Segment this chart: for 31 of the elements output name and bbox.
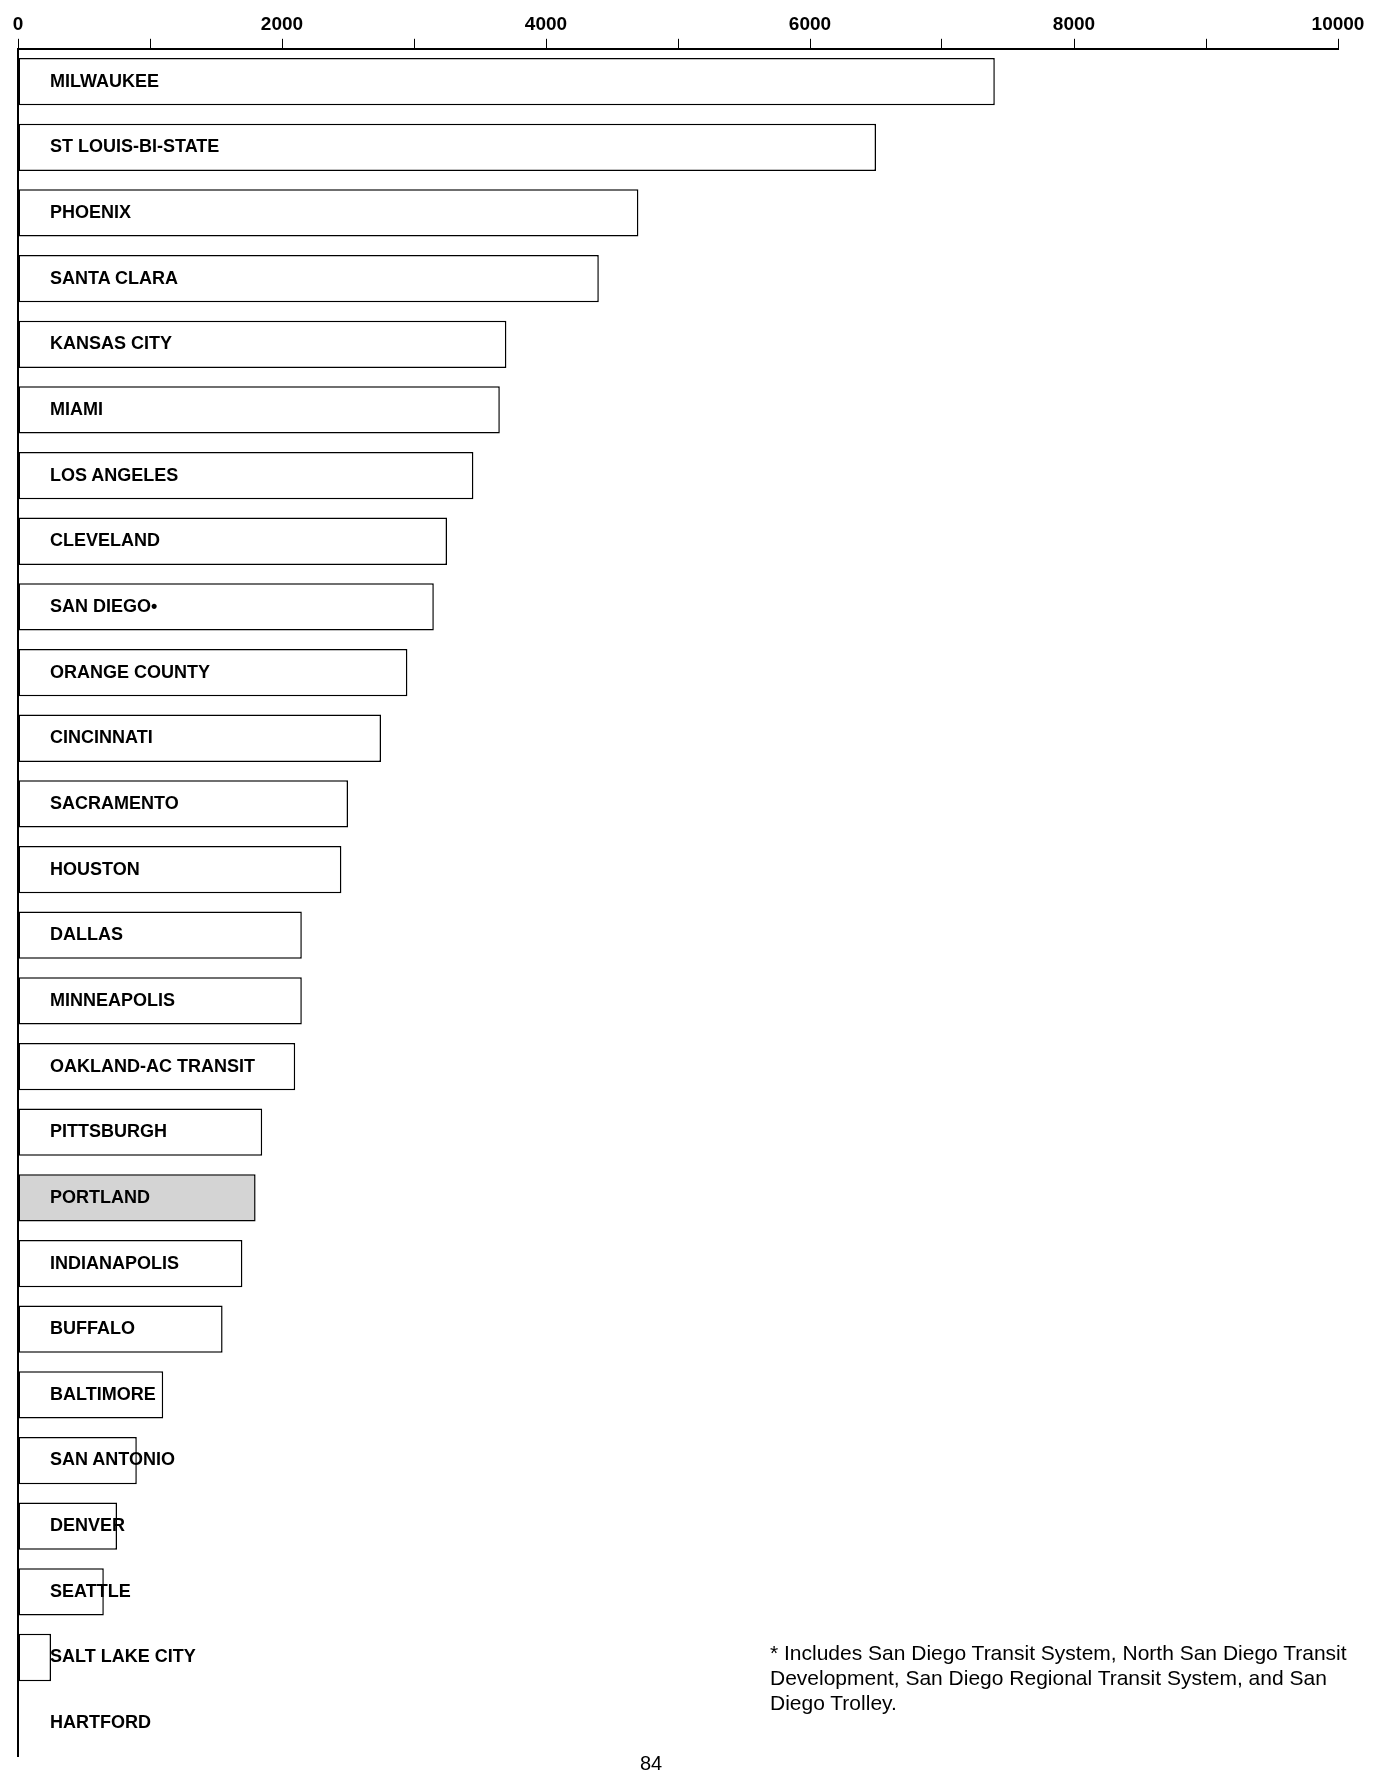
- y-tick-label: LOS ANGELES: [50, 464, 179, 485]
- y-tick-label: MILWAUKEE: [50, 70, 160, 91]
- x-tick-label: 2000: [260, 12, 304, 34]
- y-tick-label: PHOENIX: [50, 201, 132, 222]
- y-tick-label: BUFFALO: [50, 1318, 135, 1339]
- y-tick-label: SAN DIEGO•: [50, 595, 158, 616]
- y-tick-label: DALLAS: [50, 924, 123, 945]
- y-tick-label: BALTIMORE: [50, 1383, 156, 1404]
- y-tick-label: SANTA CLARA: [50, 267, 178, 288]
- y-tick-label: ST LOUIS-BI-STATE: [50, 136, 220, 157]
- annotation: 84: [640, 1752, 663, 1775]
- y-tick-label: CLEVELAND: [50, 530, 161, 551]
- annotation: * Includes San Diego Transit System, North San Diego Transit Development, San Diego Regional Transit System, and San Diego Trolley.: [770, 1640, 1348, 1715]
- y-tick-label: HARTFORD: [50, 1712, 151, 1733]
- y-tick-label: PITTSBURGH: [50, 1121, 167, 1142]
- y-tick-label: CINCINNATI: [50, 727, 153, 748]
- x-tick-label: 4000: [524, 12, 568, 34]
- x-tick-label: 10000: [1311, 12, 1365, 34]
- y-tick-label: SACRAMENTO: [50, 792, 179, 813]
- y-tick-label: MIAMI: [50, 398, 103, 419]
- x-tick-label: 8000: [1052, 12, 1096, 34]
- x-tick-label: 0: [12, 12, 24, 34]
- y-tick-label: KANSAS CITY: [50, 333, 173, 354]
- x-tick-label: 6000: [788, 12, 832, 34]
- y-tick-label: PORTLAND: [50, 1186, 150, 1207]
- y-tick-label: INDIANAPOLIS: [50, 1252, 180, 1273]
- y-tick-label: MINNEAPOLIS: [50, 989, 176, 1010]
- y-tick-label: SALT LAKE CITY: [50, 1646, 196, 1667]
- y-tick-label: ORANGE COUNTY: [50, 661, 211, 682]
- y-tick-label: HOUSTON: [50, 858, 140, 879]
- y-tick-label: OAKLAND-AC TRANSIT: [50, 1055, 255, 1076]
